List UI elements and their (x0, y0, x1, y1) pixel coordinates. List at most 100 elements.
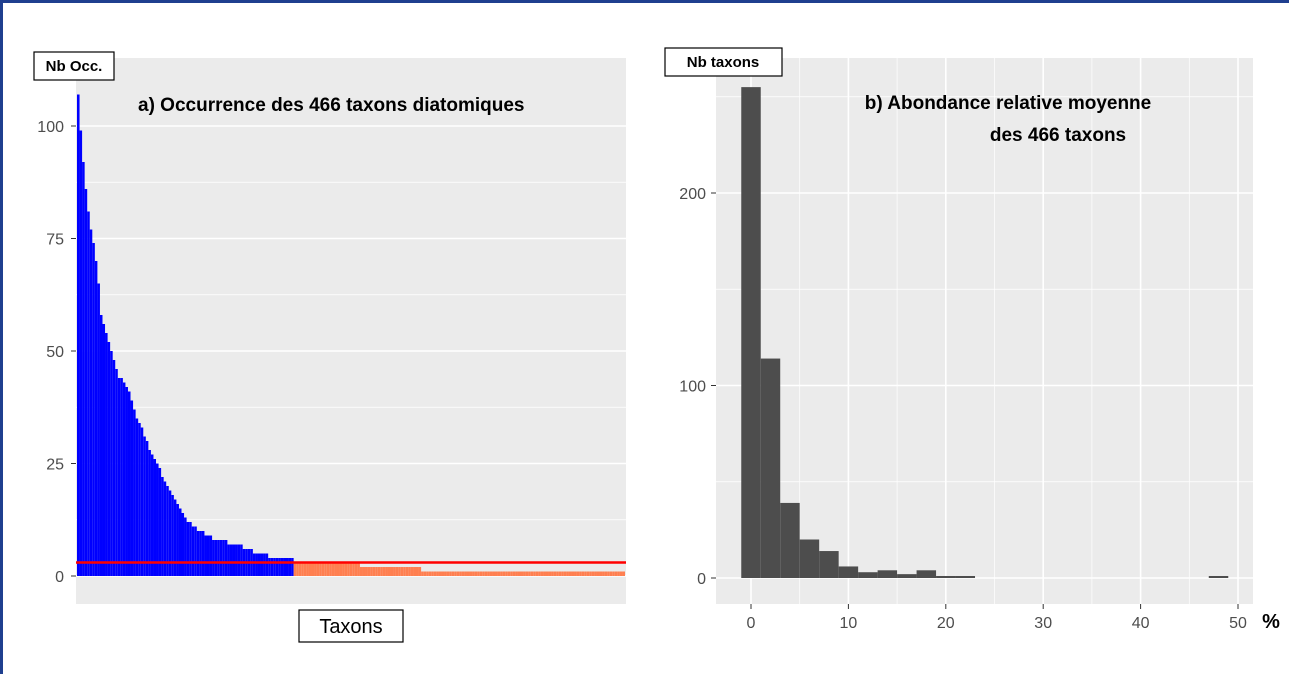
panel-a-bar (258, 554, 261, 577)
panel-b-y-tick-label: 100 (679, 379, 706, 396)
panel-a-bar (375, 567, 378, 576)
panel-a-bar (413, 567, 416, 576)
panel-a-bar (475, 572, 478, 577)
panel-a-bar (159, 468, 162, 576)
panel-a-bar (329, 563, 332, 577)
panel-a-bar (556, 572, 559, 577)
panel-b-title-line-2: des 466 taxons (990, 125, 1126, 146)
panel-a-bar (220, 540, 223, 576)
panel-a-y-tick-label: 100 (37, 119, 64, 136)
panel-a-bar (347, 563, 350, 577)
panel-a-bar (296, 563, 299, 577)
panel-a-bar (429, 572, 432, 577)
panel-a-bar (350, 563, 353, 577)
panel-a-bar (255, 554, 258, 577)
panel-a-bar (230, 545, 233, 577)
panel-a-bar (482, 572, 485, 577)
panel-b-histogram-bar (858, 572, 877, 578)
panel-a-bar (187, 522, 190, 576)
panel-a-bar (77, 95, 80, 577)
panel-a-bar (549, 572, 552, 577)
panel-a-bar (490, 572, 493, 577)
panel-a-bar (523, 572, 526, 577)
panel-a-bar (148, 450, 151, 576)
panel-a-bar (311, 563, 314, 577)
panel-a-bar (108, 342, 111, 576)
panel-a-bar (161, 477, 164, 576)
panel-a-bar (276, 558, 279, 576)
panel-a-bar (373, 567, 376, 576)
panel-a-bar (355, 563, 358, 577)
panel-a-bar (207, 536, 210, 577)
panel-a-bar (92, 243, 95, 576)
panel-a-bar (309, 563, 312, 577)
panel-a-bar (505, 572, 508, 577)
panel-a-bar (261, 554, 264, 577)
panel-a-bar (184, 518, 187, 577)
panel-a-bar (332, 563, 335, 577)
panel-a-bar (477, 572, 480, 577)
panel-b-y-tick-label: 200 (679, 186, 706, 203)
panel-a-bar (533, 572, 536, 577)
panel-a-y-tick-label: 25 (46, 457, 64, 474)
panel-a-bar (543, 572, 546, 577)
panel-a-bar (113, 360, 116, 576)
panel-a-bar (301, 563, 304, 577)
panel-a-bar (370, 567, 373, 576)
panel-a-bar (452, 572, 455, 577)
panel-b-histogram-bar (819, 551, 838, 578)
panel-a-bar (449, 572, 452, 577)
panel-a-bar (125, 387, 128, 576)
panel-a-bar (80, 131, 83, 577)
panel-a-bar (227, 545, 230, 577)
panel-a-bar (115, 369, 118, 576)
panel-a-bar (431, 572, 434, 577)
panel-a-bar (327, 563, 330, 577)
panel-a-bar (235, 545, 238, 577)
panel-a-bar (592, 572, 595, 577)
panel-a-bar (503, 572, 506, 577)
panel-a-bar (102, 324, 105, 576)
panel-a-bar (176, 504, 179, 576)
panel-b-histogram-bar (780, 503, 799, 578)
panel-a-bar (378, 567, 381, 576)
panel-a-bar (584, 572, 587, 577)
panel-a-bar (559, 572, 562, 577)
panel-a-bar (120, 378, 123, 576)
panel-a-bar (212, 540, 215, 576)
panel-a-bar (546, 572, 549, 577)
panel-b-title-line-1: b) Abondance relative moyenne (865, 93, 1151, 114)
panel-a-bar (406, 567, 409, 576)
panel-a-bar (222, 540, 225, 576)
panel-a-bar (472, 572, 475, 577)
panel-a-bar (589, 572, 592, 577)
panel-a-bar (439, 572, 442, 577)
panel-a-bar (612, 572, 615, 577)
panel-b-histogram-bar (741, 87, 760, 578)
panel-a-bar (403, 567, 406, 576)
panel-a-bar (97, 284, 100, 577)
panel-a-y-ticks: 0255075100 (37, 119, 76, 586)
panel-a-bar (579, 572, 582, 577)
panel-a-bar (480, 572, 483, 577)
panel-a-bar (564, 572, 567, 577)
panel-a-bar (569, 572, 572, 577)
panel-a-bar (459, 572, 462, 577)
panel-a-bar (594, 572, 597, 577)
panel-a-bar (574, 572, 577, 577)
panel-a-bar (299, 563, 302, 577)
panel-b-x-tick-label: 20 (937, 615, 955, 632)
panel-a-bar (304, 563, 307, 577)
panel-a-bar (123, 383, 126, 577)
panel-a-bar (551, 572, 554, 577)
panel-a-y-label: Nb Occ. (46, 58, 103, 75)
panel-a-bar (434, 572, 437, 577)
panel-a-bar (622, 572, 625, 577)
panel-a-bar (225, 540, 228, 576)
panel-a-bar (153, 459, 156, 576)
panel-a-bar (419, 567, 422, 576)
panel-a-bar (398, 567, 401, 576)
panel-b: 0 100 200 0 10 20 30 40 50 b) Abondance relativ… (665, 48, 1280, 633)
panel-a-bar (607, 572, 610, 577)
panel-a-bar (447, 572, 450, 577)
